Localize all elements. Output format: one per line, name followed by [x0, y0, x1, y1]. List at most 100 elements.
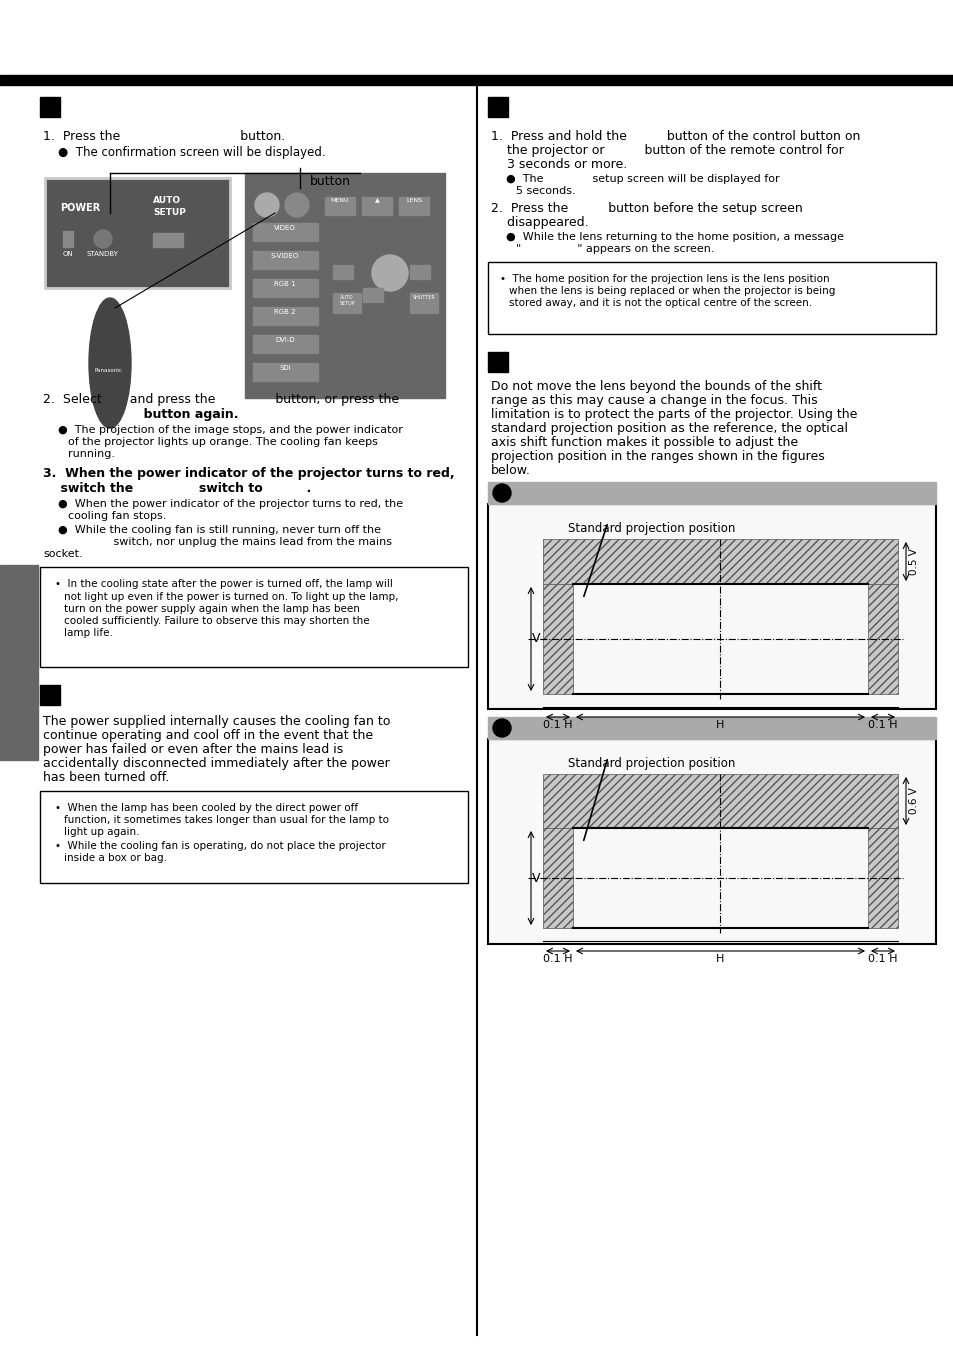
Bar: [40, 791, 468, 883]
Bar: [0, 566, 38, 760]
Circle shape: [254, 193, 278, 217]
Bar: [410, 293, 437, 313]
Text: switch, nor unplug the mains lead from the mains: switch, nor unplug the mains lead from t…: [68, 537, 392, 547]
Text: Standard projection position: Standard projection position: [567, 522, 735, 535]
Text: ●  While the lens returning to the home position, a message: ● While the lens returning to the home p…: [505, 232, 843, 242]
Text: SHUTTER: SHUTTER: [413, 296, 435, 300]
Bar: [867, 828, 897, 927]
Ellipse shape: [89, 298, 131, 428]
Text: RGB 2: RGB 2: [274, 309, 295, 315]
Text: Standard projection position: Standard projection position: [567, 757, 735, 769]
Bar: [363, 288, 382, 302]
Bar: [488, 262, 935, 333]
Text: DVI-D: DVI-D: [274, 338, 294, 343]
Text: 0.1 H: 0.1 H: [867, 954, 897, 964]
Bar: [253, 223, 317, 242]
Text: of the projector lights up orange. The cooling fan keeps: of the projector lights up orange. The c…: [68, 437, 377, 447]
Bar: [253, 251, 317, 269]
Text: SETUP: SETUP: [152, 208, 186, 217]
Bar: [488, 482, 935, 504]
Bar: [40, 684, 60, 705]
Bar: [40, 97, 60, 117]
Text: Do not move the lens beyond the bounds of the shift: Do not move the lens beyond the bounds o…: [491, 379, 821, 393]
Text: range as this may cause a change in the focus. This: range as this may cause a change in the …: [491, 394, 817, 406]
Text: STANDBY: STANDBY: [87, 251, 119, 256]
Text: VIDEO: VIDEO: [274, 225, 295, 231]
Text: button again.: button again.: [43, 408, 238, 421]
Text: ●  The confirmation screen will be displayed.: ● The confirmation screen will be displa…: [58, 146, 325, 159]
Text: SDI: SDI: [279, 364, 291, 371]
Text: 0.1 H: 0.1 H: [867, 720, 897, 730]
Text: accidentally disconnected immediately after the power: accidentally disconnected immediately af…: [43, 757, 390, 769]
Text: inside a box or bag.: inside a box or bag.: [64, 853, 167, 863]
Text: function, it sometimes takes longer than usual for the lamp to: function, it sometimes takes longer than…: [64, 815, 389, 825]
Bar: [333, 265, 353, 279]
Circle shape: [493, 485, 511, 502]
Text: turn on the power supply again when the lamp has been: turn on the power supply again when the …: [64, 603, 359, 614]
Bar: [542, 539, 897, 585]
Text: •  When the lamp has been cooled by the direct power off: • When the lamp has been cooled by the d…: [55, 803, 357, 813]
Circle shape: [372, 255, 408, 292]
Bar: [488, 717, 935, 738]
Text: limitation is to protect the parts of the projector. Using the: limitation is to protect the parts of th…: [491, 408, 857, 421]
Bar: [542, 774, 897, 828]
Text: lamp life.: lamp life.: [64, 628, 112, 639]
Text: 3.  When the power indicator of the projector turns to red,: 3. When the power indicator of the proje…: [43, 467, 455, 481]
Text: AUTO: AUTO: [152, 196, 181, 205]
Text: when the lens is being replaced or when the projector is being: when the lens is being replaced or when …: [509, 286, 835, 296]
Text: cooling fan stops.: cooling fan stops.: [68, 512, 166, 521]
Bar: [542, 585, 573, 694]
Bar: [488, 97, 507, 117]
Text: H: H: [716, 720, 724, 730]
Text: not light up even if the power is turned on. To light up the lamp,: not light up even if the power is turned…: [64, 593, 398, 602]
Text: continue operating and cool off in the event that the: continue operating and cool off in the e…: [43, 729, 373, 742]
Bar: [0, 76, 953, 85]
Text: below.: below.: [491, 464, 530, 477]
Text: ●  When the power indicator of the projector turns to red, the: ● When the power indicator of the projec…: [58, 500, 403, 509]
Text: cooled sufficiently. Failure to observe this may shorten the: cooled sufficiently. Failure to observe …: [64, 616, 369, 626]
Text: The power supplied internally causes the cooling fan to: The power supplied internally causes the…: [43, 716, 390, 728]
Bar: [488, 352, 507, 373]
Circle shape: [94, 230, 112, 248]
Bar: [63, 231, 73, 247]
Text: button: button: [310, 176, 351, 188]
Text: ON: ON: [63, 251, 73, 256]
Text: Panasonic: Panasonic: [95, 369, 123, 373]
Text: ●  While the cooling fan is still running, never turn off the: ● While the cooling fan is still running…: [58, 525, 380, 535]
Bar: [152, 234, 183, 247]
Text: has been turned off.: has been turned off.: [43, 771, 170, 784]
Text: LENS: LENS: [406, 198, 421, 202]
Text: projection position in the ranges shown in the figures: projection position in the ranges shown …: [491, 450, 824, 463]
Text: socket.: socket.: [43, 549, 83, 559]
Text: light up again.: light up again.: [64, 828, 139, 837]
Text: •  The home position for the projection lens is the lens position: • The home position for the projection l…: [499, 274, 829, 284]
Bar: [542, 828, 573, 927]
Text: power has failed or even after the mains lead is: power has failed or even after the mains…: [43, 743, 343, 756]
Text: 1.  Press and hold the          button of the control button on: 1. Press and hold the button of the cont…: [491, 130, 860, 143]
Text: stored away, and it is not the optical centre of the screen.: stored away, and it is not the optical c…: [509, 298, 811, 308]
Text: 0.6 V: 0.6 V: [908, 787, 918, 814]
Circle shape: [493, 720, 511, 737]
Text: ▲: ▲: [375, 198, 379, 202]
Text: 2.  Select       and press the               button, or press the: 2. Select and press the button, or press…: [43, 393, 398, 406]
Text: •  In the cooling state after the power is turned off, the lamp will: • In the cooling state after the power i…: [55, 579, 393, 589]
Bar: [253, 335, 317, 352]
Text: 5 seconds.: 5 seconds.: [516, 186, 575, 196]
Text: MENU: MENU: [331, 198, 349, 202]
Bar: [398, 197, 429, 215]
Bar: [253, 306, 317, 325]
Bar: [410, 265, 430, 279]
Text: standard projection position as the reference, the optical: standard projection position as the refe…: [491, 423, 847, 435]
Text: POWER: POWER: [60, 202, 100, 213]
Text: S-VIDEO: S-VIDEO: [271, 252, 299, 259]
Text: V: V: [532, 872, 540, 884]
Text: 3 seconds or more.: 3 seconds or more.: [491, 158, 626, 171]
Text: the projector or          button of the remote control for: the projector or button of the remote co…: [491, 144, 842, 157]
Bar: [253, 363, 317, 381]
Text: 2.  Press the          button before the setup screen: 2. Press the button before the setup scr…: [491, 202, 801, 215]
Text: switch the               switch to          .: switch the switch to .: [43, 482, 311, 495]
Bar: [45, 178, 230, 288]
Bar: [361, 197, 392, 215]
Text: disappeared.: disappeared.: [491, 216, 588, 230]
Bar: [45, 178, 230, 288]
